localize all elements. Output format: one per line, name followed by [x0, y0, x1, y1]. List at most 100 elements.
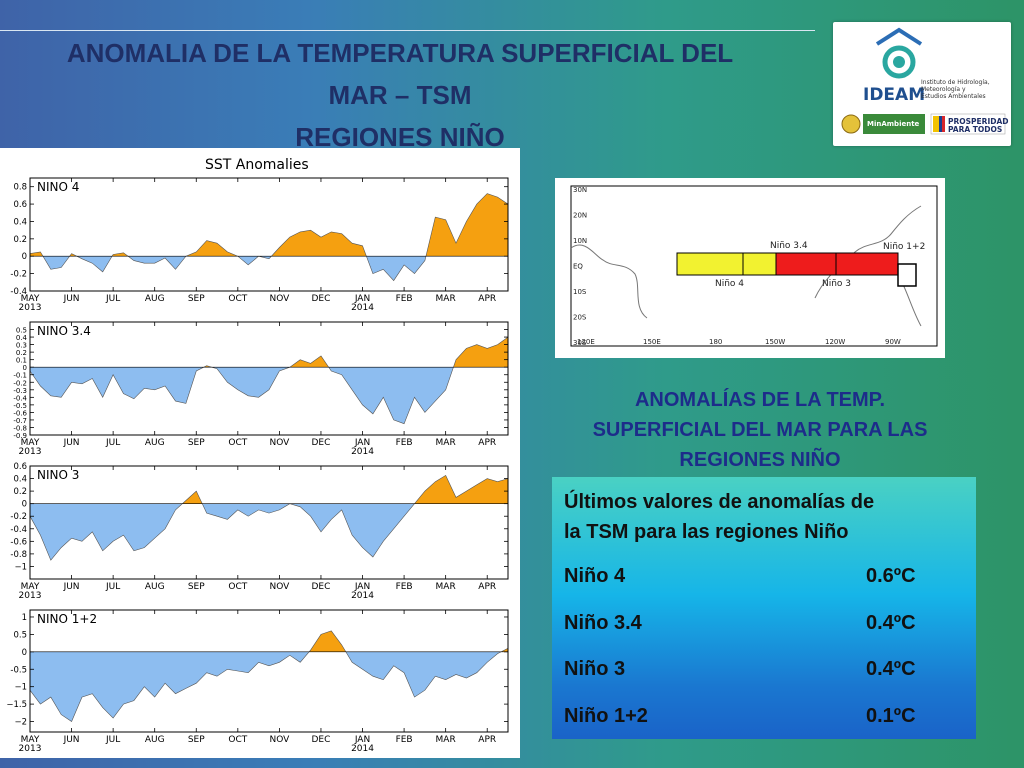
x-tick-label: MAR [436, 582, 456, 592]
x-tick-label: SEP [188, 735, 205, 745]
y-tick-label: 1 [22, 613, 27, 623]
panel-label: NINO 1+2 [37, 612, 97, 626]
longitude-labels: 120E 150E 180 150W 120W 90W [577, 338, 901, 346]
x-tick-label: JUL [105, 294, 120, 304]
values-heading-line-1: Últimos valores de anomalías de [564, 491, 875, 513]
longitude-label: 180 [709, 338, 722, 346]
latitude-label: 20N [573, 212, 587, 220]
title-line-2: MAR – TSM [328, 80, 472, 110]
longitude-label: 150W [765, 338, 785, 346]
latitude-label: 30S [573, 339, 587, 347]
x-tick-label: SEP [188, 294, 205, 304]
value-name: Niño 4 [564, 565, 626, 587]
ideam-name-line-1: Instituto de Hidrología, [921, 79, 990, 86]
value-number: 0.4ºC [866, 658, 916, 680]
y-tick-label: 0.4 [16, 334, 28, 342]
longitude-label: 120E [577, 338, 595, 346]
x-tick-label: APR [478, 438, 496, 448]
x-tick-label: OCT [228, 735, 247, 745]
x-year-label: 2014 [351, 744, 374, 754]
value-name: Niño 1+2 [564, 705, 648, 727]
value-number: 0.6ºC [866, 565, 916, 587]
panel-label: NINO 4 [37, 180, 79, 194]
x-tick-label: JAN [354, 294, 370, 304]
latitude-label: 10S [573, 288, 587, 296]
x-year-label: 2013 [19, 591, 42, 601]
y-tick-label: 0.6 [13, 462, 27, 472]
y-tick-label: 0.4 [13, 217, 27, 227]
x-year-label: 2014 [351, 447, 374, 457]
y-tick-label: 0.6 [13, 200, 27, 210]
coat-of-arms-icon [841, 114, 861, 134]
y-tick-label: -0.5 [13, 402, 27, 410]
caption-line-2: SUPERFICIAL DEL MAR PARA LAS [592, 419, 928, 441]
sst-anomalies-figure: SST Anomalies NINO 4 -0.4 -0.2 0 0.2 0.4 0.6 0.8… [0, 148, 520, 758]
y-tick-label: -0.3 [13, 387, 27, 395]
x-tick-label: JAN [354, 582, 370, 592]
longitude-label: 150E [643, 338, 661, 346]
y-tick-label: 0.4 [13, 475, 27, 485]
caption-line-3: REGIONES NIÑO [679, 449, 841, 471]
ideam-name-line-3: Estudios Ambientales [921, 93, 986, 100]
negative-anomaly-area [30, 503, 508, 561]
x-tick-label: JUN [63, 294, 80, 304]
sst-anomalies-chart: SST Anomalies NINO 4 -0.4 -0.2 0 0.2 0.4 0.6 0.8… [6, 157, 509, 754]
x-tick-label: APR [478, 294, 496, 304]
x-tick-label: JUL [105, 582, 120, 592]
y-tick-label: -0.9 [13, 432, 27, 440]
x-tick-label: JUN [63, 735, 80, 745]
y-tick-label: 0.1 [16, 357, 27, 365]
y-tick-label: 0.3 [16, 342, 27, 350]
panel-label: NINO 3.4 [37, 324, 91, 338]
prosperity-badge [930, 113, 1006, 135]
prosperity-line-2: PARA TODOS [948, 125, 1002, 134]
y-tick-label: 0.2 [13, 235, 27, 245]
nino3-label: Niño 3 [822, 279, 851, 289]
y-tick-label: 0 [22, 500, 27, 510]
y-tick-label: -0.2 [10, 270, 27, 280]
x-year-label: 2013 [19, 447, 42, 457]
panel-frame [29, 177, 509, 292]
x-tick-label: JUL [105, 438, 120, 448]
value-number: 0.4ºC [866, 612, 916, 634]
ministry-label: MinAmbiente [867, 120, 920, 128]
x-tick-label: FEB [396, 582, 413, 592]
value-name: Niño 3.4 [564, 612, 642, 634]
y-tick-label: 0 [22, 252, 27, 262]
y-tick-label: −2 [14, 718, 27, 728]
y-tick-label: 0 [23, 364, 27, 372]
anomaly-line [30, 336, 508, 425]
x-tick-label: MAY [21, 294, 40, 304]
value-row-nino3: Niño 3 0.4ºC [564, 654, 964, 684]
values-heading: Últimos valores de anomalías de la TSM p… [564, 487, 964, 547]
x-tick-label: DEC [312, 438, 331, 448]
x-tick-label: AUG [145, 294, 165, 304]
y-tick-label: 0.8 [13, 183, 27, 193]
nino34-label: Niño 3.4 [770, 241, 808, 251]
x-year-label: 2013 [19, 744, 42, 754]
value-row-nino12: Niño 1+2 0.1ºC [564, 701, 964, 731]
x-tick-label: NOV [269, 438, 290, 448]
y-tick-label: −1 [14, 562, 27, 572]
ideam-spiral-icon [882, 45, 916, 79]
negative-anomaly-area [30, 651, 502, 722]
y-tick-label: 0.2 [13, 487, 27, 497]
anomaly-line [30, 193, 508, 282]
y-tick-label: -0.6 [13, 409, 27, 417]
x-tick-label: AUG [145, 735, 165, 745]
x-tick-label: DEC [312, 294, 331, 304]
x-tick-label: OCT [228, 582, 247, 592]
x-tick-label: APR [478, 582, 496, 592]
latitude-label: 30N [573, 186, 587, 194]
value-number: 0.1ºC [866, 705, 916, 727]
y-tick-label: -0.4 [10, 525, 27, 535]
y-tick-label: -0.1 [13, 372, 27, 380]
x-tick-label: MAR [436, 735, 456, 745]
x-tick-label: APR [478, 735, 496, 745]
anomaly-line [30, 630, 508, 722]
y-tick-label: −1.5 [6, 700, 27, 710]
caption-line-1: ANOMALÍAS DE LA TEMP. [634, 389, 885, 411]
x-year-label: 2014 [351, 303, 374, 313]
longitude-label: 90W [885, 338, 901, 346]
value-row-nino34: Niño 3.4 0.4ºC [564, 608, 964, 638]
